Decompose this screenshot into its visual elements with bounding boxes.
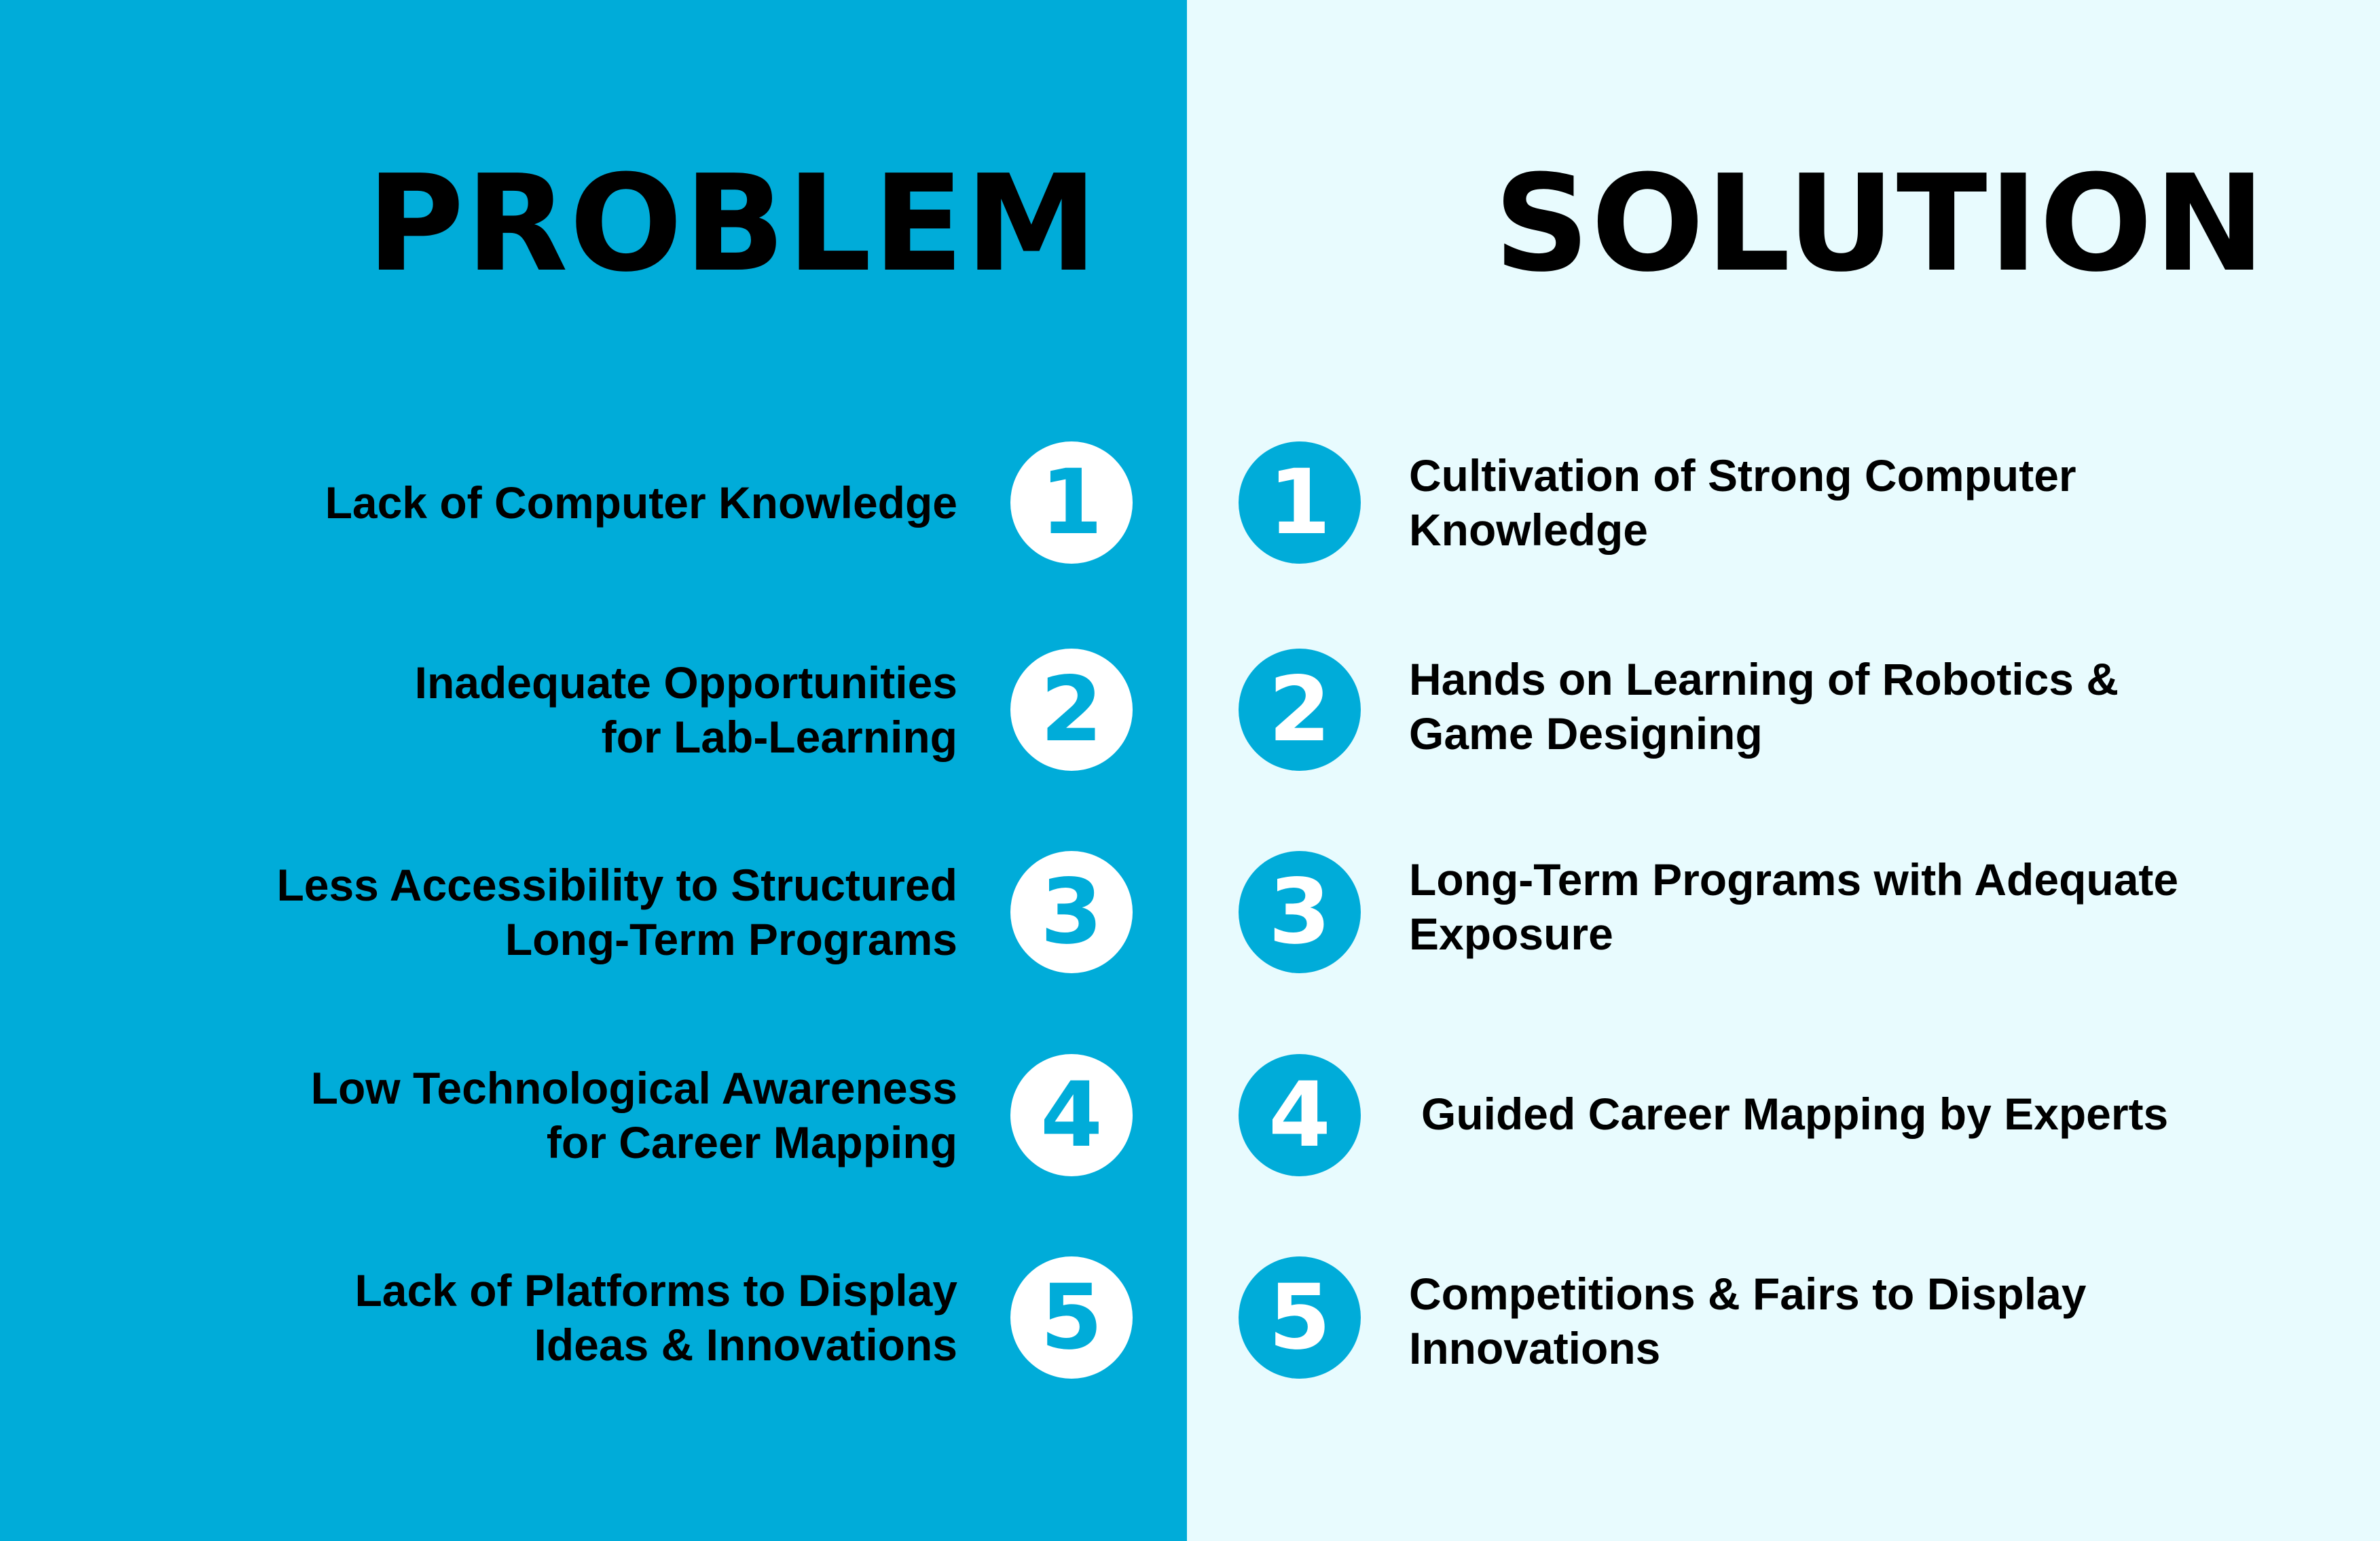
solution-item-3-text: Long-Term Programs with Adequate Exposur…: [1409, 839, 2312, 975]
solution-item-3-label: Long-Term Programs with Adequate Exposur…: [1409, 854, 2179, 959]
solution-item-5-number-badge: 5: [1239, 1256, 1361, 1379]
problem-item-2-number-badge: 2: [1010, 649, 1133, 771]
problem-item-3-number-badge: 3: [1010, 851, 1133, 973]
problem-item-5-label: Lack of Platforms to Display Ideas & Inn…: [354, 1265, 957, 1370]
problem-item-1-number-badge: 1: [1010, 441, 1133, 564]
solution-item-4-text: Guided Career Mapping by Experts: [1409, 1046, 2324, 1182]
solution-item-4-number-badge: 4: [1239, 1054, 1361, 1176]
solution-item-2-text: Hands on Learning of Robotics & Game Des…: [1409, 638, 2312, 774]
problem-item-3-label: Less Accessibility to Structured Long-Te…: [276, 860, 957, 964]
problem-item-4-label: Low Technological Awareness for Career M…: [310, 1063, 957, 1167]
solution-item-2-number-badge: 2: [1239, 649, 1361, 771]
solution-item-3-number-badge: 3: [1239, 851, 1361, 973]
problem-item-1-text: Lack of Computer Knowledge: [109, 435, 957, 570]
problem-item-4-text: Low Technological Awareness for Career M…: [109, 1047, 957, 1183]
solution-item-1-label: Cultivation of Strong Computer Knowledge: [1409, 450, 2076, 555]
solution-item-5-label: Competitions & Fairs to Display Innovati…: [1409, 1269, 2087, 1373]
solution-item-4-label: Guided Career Mapping by Experts: [1421, 1089, 2169, 1139]
solution-item-2-label: Hands on Learning of Robotics & Game Des…: [1409, 654, 2119, 759]
problem-heading: PROBLEM: [367, 147, 1099, 302]
problem-item-1-label: Lack of Computer Knowledge: [325, 477, 957, 528]
solution-panel: [1187, 0, 2380, 1541]
problem-item-5-number-badge: 5: [1010, 1256, 1133, 1379]
problem-item-3-text: Less Accessibility to Structured Long-Te…: [109, 844, 957, 980]
problem-item-4-number-badge: 4: [1010, 1054, 1133, 1176]
solution-item-1-text: Cultivation of Strong Computer Knowledge: [1409, 435, 2312, 570]
solution-item-5-text: Competitions & Fairs to Display Innovati…: [1409, 1253, 2312, 1389]
problem-item-5-text: Lack of Platforms to Display Ideas & Inn…: [109, 1250, 957, 1385]
problem-item-2-text: Inadequate Opportunities for Lab-Learnin…: [109, 642, 957, 778]
solution-heading: SOLUTION: [1494, 147, 2267, 302]
solution-item-1-number-badge: 1: [1239, 441, 1361, 564]
problem-panel: [0, 0, 1187, 1541]
problem-item-2-label: Inadequate Opportunities for Lab-Learnin…: [414, 657, 957, 762]
